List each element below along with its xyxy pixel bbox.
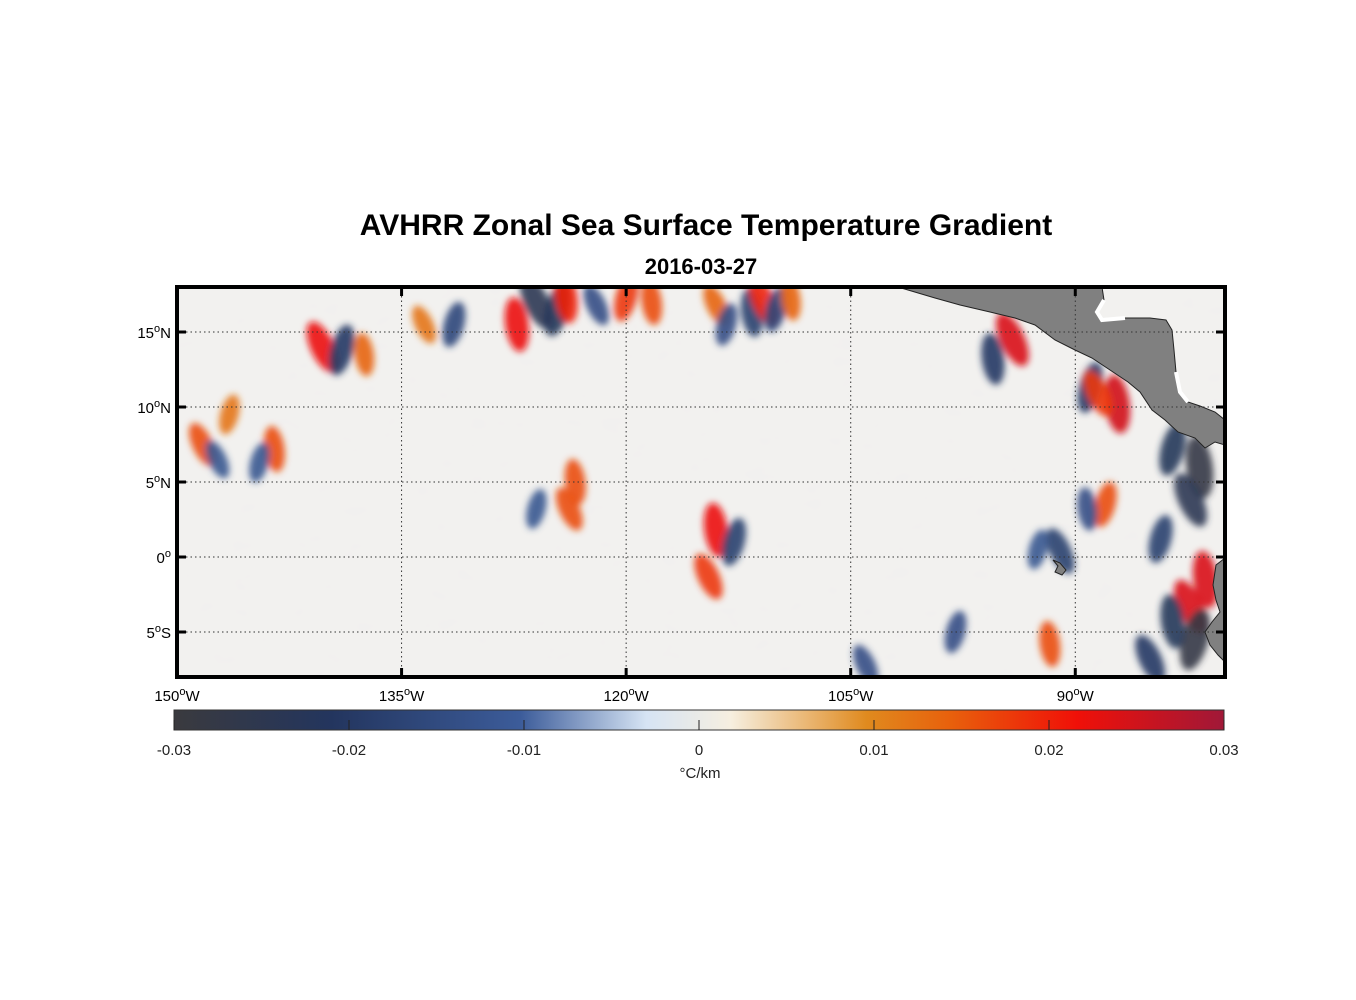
gradient-feature [412,305,436,344]
colorbar-unit-label: °C/km [680,765,721,782]
colorbar-tick-label: 0.01 [859,742,888,759]
x-tick-label: 135oW [379,686,425,705]
gradient-feature [354,332,375,377]
map-panel: 150oW 135oW 120oW 105oW 90oW 15oN 10oN 5oN 0o 5o… [137,285,1227,705]
gradient-feature [1148,515,1173,563]
figure-title: AVHRR Zonal Sea Surface Temperature Grad… [360,209,1052,242]
y-axis-labels: 15oN 10oN 5oN 0o 5oS [137,323,171,642]
y-tick-label: 5oS [147,623,171,642]
x-tick-label: 120oW [603,686,649,705]
gradient-feature [328,324,355,376]
gradient-feature [1192,550,1219,609]
gradient-feature [703,502,729,558]
land-central-america [897,287,1225,449]
gradient-feature [641,287,663,326]
gradient-feature [694,553,723,600]
graticule [177,287,1225,677]
gradient-feature [1027,529,1049,570]
gradient-feature [721,518,747,566]
map-frame [175,285,1227,679]
gradient-feature [715,303,738,346]
colorbar-ticks: -0.03 -0.02 -0.01 0 0.01 0.02 0.03 [157,720,1239,759]
gradient-feature [554,287,578,324]
figure-subtitle: 2016-03-27 [645,254,758,279]
colorbar-tick-label: 0.03 [1209,742,1238,759]
colorbar-tick-label: -0.03 [157,742,191,759]
gradient-feature [526,489,547,529]
gradient-feature [1046,528,1075,574]
y-tick-label: 10oN [137,398,171,417]
gradient-feature [1179,608,1211,671]
gradient-feature [1083,370,1112,417]
colorbar-tick-label: 0.02 [1034,742,1063,759]
gradient-feature [249,442,270,483]
gradient-feature [583,287,609,326]
land-coast-white-edge [1094,298,1190,404]
colorbar-tick-label: -0.01 [507,742,541,759]
gradient-feature [205,440,230,479]
gradient-feature [1159,422,1186,476]
gradient-features [189,287,1219,677]
gradient-feature [981,333,1005,385]
land-galapagos [1052,559,1067,576]
gradient-feature [1093,481,1117,528]
x-axis-labels: 150oW 135oW 120oW 105oW 90oW [154,686,1094,705]
gradient-feature [1174,473,1208,527]
colorbar: -0.03 -0.02 -0.01 0 0.01 0.02 0.03 °C/km [157,709,1239,782]
gradient-feature [1135,634,1166,677]
gradient-feature [504,297,530,352]
land-south-america [1204,557,1225,663]
gradient-feature [219,394,240,435]
y-tick-label: 15oN [137,323,171,342]
gradient-feature [1104,374,1131,434]
gradient-feature [1077,487,1098,531]
y-tick-label: 0o [157,548,171,567]
colorbar-tick-label: -0.02 [332,742,366,759]
x-tick-label: 150oW [154,686,200,705]
x-tick-label: 105oW [828,686,874,705]
gradient-feature [442,301,466,348]
gradient-feature [555,487,583,531]
x-tick-label: 90oW [1057,686,1095,705]
gradient-feature [995,312,1029,367]
colorbar-tick-label: 0 [695,742,703,759]
gradient-feature [1160,594,1185,649]
y-tick-label: 5oN [146,473,171,492]
